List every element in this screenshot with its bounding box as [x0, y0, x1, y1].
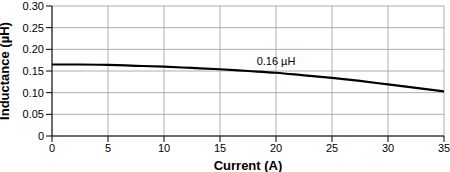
svg-text:35: 35: [438, 142, 442, 154]
svg-text:0.05: 0.05: [23, 108, 44, 120]
svg-text:Current (A): Current (A): [214, 158, 283, 172]
svg-text:5: 5: [105, 142, 111, 154]
svg-text:10: 10: [158, 142, 170, 154]
svg-text:Inductance (µH): Inductance (µH): [8, 22, 12, 120]
svg-text:15: 15: [214, 142, 226, 154]
svg-text:0.20: 0.20: [23, 43, 44, 55]
svg-text:0.16 µH: 0.16 µH: [257, 55, 296, 67]
svg-text:0: 0: [38, 130, 44, 142]
svg-text:20: 20: [270, 142, 282, 154]
svg-text:0.15: 0.15: [23, 65, 44, 77]
svg-text:0.10: 0.10: [23, 87, 44, 99]
svg-text:25: 25: [326, 142, 338, 154]
svg-text:30: 30: [382, 142, 394, 154]
svg-text:0: 0: [49, 142, 55, 154]
svg-text:0.30: 0.30: [23, 0, 44, 12]
svg-text:0.25: 0.25: [23, 22, 44, 34]
